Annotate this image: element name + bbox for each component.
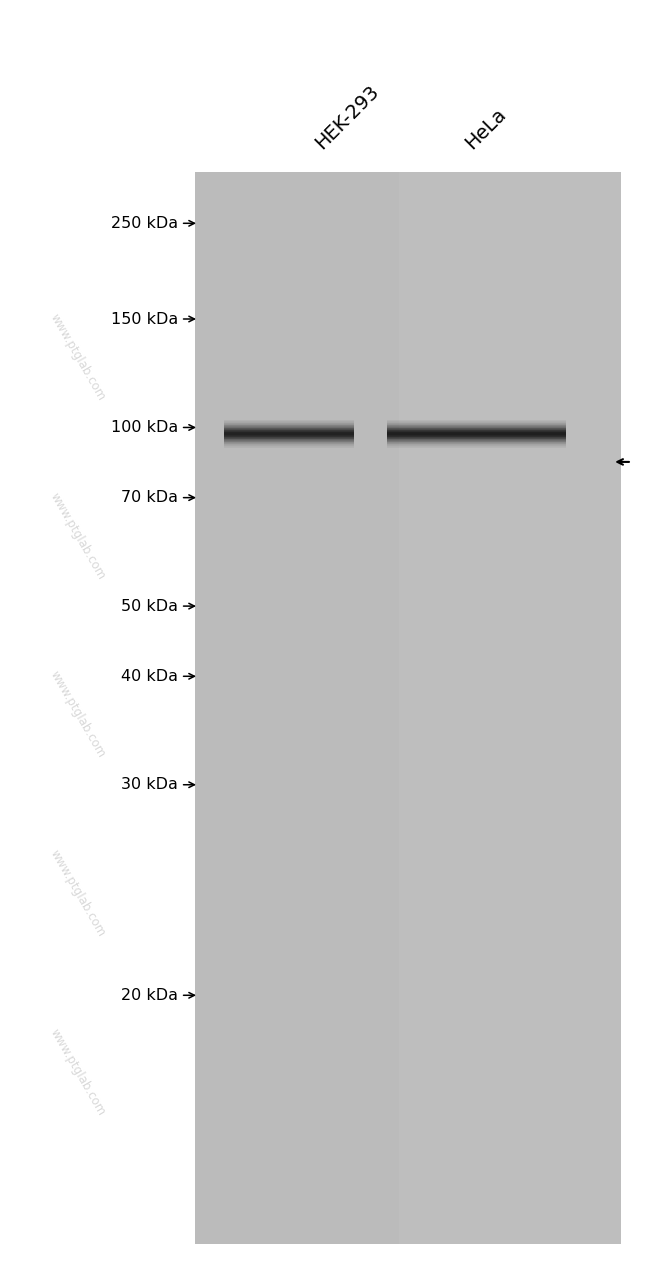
Text: 150 kDa: 150 kDa bbox=[111, 311, 178, 327]
Text: www.ptglab.com: www.ptglab.com bbox=[48, 311, 108, 403]
Text: www.ptglab.com: www.ptglab.com bbox=[48, 490, 108, 582]
Bar bbox=[195, 172, 621, 1244]
Text: 100 kDa: 100 kDa bbox=[111, 420, 178, 435]
Text: 20 kDa: 20 kDa bbox=[121, 988, 178, 1003]
Text: 250 kDa: 250 kDa bbox=[111, 216, 178, 231]
Text: 40 kDa: 40 kDa bbox=[121, 669, 178, 684]
Text: 70 kDa: 70 kDa bbox=[121, 490, 178, 505]
Text: 50 kDa: 50 kDa bbox=[121, 598, 178, 614]
Text: www.ptglab.com: www.ptglab.com bbox=[48, 1026, 108, 1118]
Text: www.ptglab.com: www.ptglab.com bbox=[48, 669, 108, 760]
Text: HeLa: HeLa bbox=[461, 105, 510, 153]
Text: www.ptglab.com: www.ptglab.com bbox=[48, 847, 108, 939]
Bar bbox=[399, 172, 621, 1244]
Text: 30 kDa: 30 kDa bbox=[121, 777, 178, 792]
Text: HEK-293: HEK-293 bbox=[311, 82, 383, 153]
